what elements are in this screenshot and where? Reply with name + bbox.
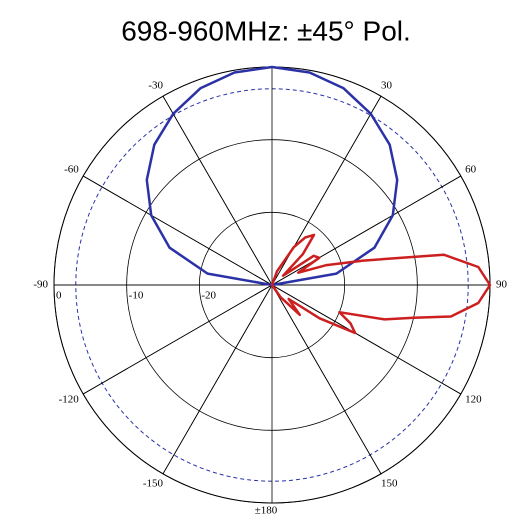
theta-tick-label: -30 [148,79,163,91]
theta-tick-label: 30 [381,79,393,91]
chart-title: 698-960MHz: ±45° Pol. [121,15,411,46]
pattern-line [145,65,399,287]
theta-tick-label: ±180 [255,505,278,517]
r-tick-label: -10 [129,290,144,302]
theta-tick-label: 120 [465,394,482,406]
r-tick-label: -20 [201,290,216,302]
pattern-line [270,233,492,335]
theta-tick-label: 60 [465,164,477,176]
theta-tick-label: 150 [381,478,398,490]
theta-tick-label: -60 [64,164,79,176]
r-tick-label: 0 [56,290,62,302]
theta-tick-label: -90 [33,279,48,291]
theta-tick-label: 90 [496,279,508,291]
theta-tick-label: -150 [143,478,164,490]
theta-tick-label: -120 [59,394,80,406]
